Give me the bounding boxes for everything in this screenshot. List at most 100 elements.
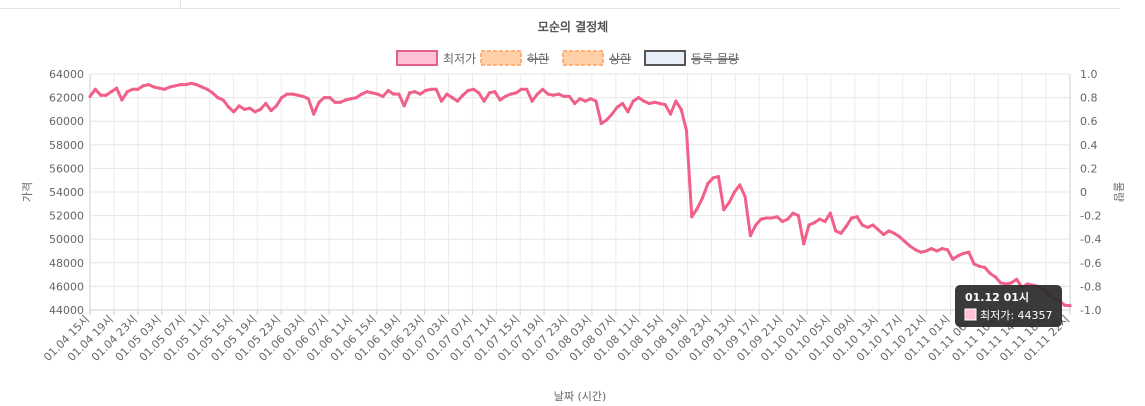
legend-item[interactable]: 최저가 [396, 50, 476, 66]
data-point[interactable] [104, 93, 108, 97]
data-point[interactable] [818, 217, 822, 221]
data-point[interactable] [200, 85, 204, 89]
data-point[interactable] [178, 83, 183, 87]
data-point[interactable] [115, 86, 119, 90]
top-tab[interactable] [0, 0, 181, 9]
data-point[interactable] [1063, 303, 1067, 307]
data-point[interactable] [684, 129, 689, 133]
data-point[interactable] [668, 112, 673, 116]
data-point[interactable] [162, 87, 167, 91]
data-point[interactable] [541, 87, 545, 91]
data-point[interactable] [642, 99, 646, 103]
legend-item[interactable]: 상한 [562, 50, 631, 66]
data-point[interactable] [306, 97, 310, 101]
data-point[interactable] [1025, 282, 1029, 286]
data-point[interactable] [881, 232, 886, 237]
legend-item[interactable]: 하한 [480, 50, 549, 66]
data-point[interactable] [844, 224, 848, 228]
data-point[interactable] [237, 104, 241, 108]
data-point[interactable] [945, 248, 950, 252]
data-point[interactable] [519, 87, 524, 91]
data-point[interactable] [621, 101, 625, 106]
data-point[interactable] [141, 84, 145, 88]
data-point[interactable] [802, 242, 806, 246]
data-point[interactable] [557, 92, 561, 96]
data-point[interactable] [983, 265, 987, 270]
data-point[interactable] [562, 94, 566, 99]
data-point[interactable] [743, 195, 747, 199]
data-point[interactable] [285, 92, 289, 96]
data-point[interactable] [919, 250, 923, 254]
data-point[interactable] [530, 99, 534, 103]
data-point[interactable] [903, 239, 907, 244]
data-point[interactable] [977, 264, 982, 268]
data-point[interactable] [450, 96, 454, 100]
data-point[interactable] [716, 175, 721, 179]
data-point[interactable] [429, 87, 433, 91]
data-point[interactable] [967, 250, 971, 254]
data-point[interactable] [700, 196, 705, 200]
data-point[interactable] [525, 87, 529, 91]
data-point[interactable] [626, 110, 630, 114]
data-point[interactable] [322, 96, 326, 100]
data-point[interactable] [157, 86, 161, 90]
data-point[interactable] [615, 105, 619, 109]
data-point[interactable] [834, 229, 838, 233]
data-point[interactable] [131, 87, 135, 91]
data-point[interactable] [216, 96, 220, 100]
data-point[interactable] [264, 101, 268, 106]
data-point[interactable] [253, 110, 257, 114]
data-point[interactable] [498, 98, 502, 102]
data-point[interactable] [605, 118, 609, 122]
data-point[interactable] [887, 229, 891, 233]
data-point[interactable] [850, 216, 854, 220]
data-point[interactable] [546, 92, 550, 96]
data-point[interactable] [988, 271, 992, 276]
data-point[interactable] [658, 101, 662, 106]
data-point[interactable] [993, 275, 998, 279]
data-point[interactable] [807, 223, 811, 227]
data-point[interactable] [258, 107, 263, 111]
data-point[interactable] [88, 94, 92, 99]
data-point[interactable] [274, 104, 279, 108]
data-point[interactable] [961, 251, 966, 255]
data-point[interactable] [711, 176, 715, 180]
data-point[interactable] [594, 99, 598, 103]
data-point[interactable] [695, 206, 699, 211]
data-point[interactable] [461, 93, 465, 97]
data-point[interactable] [897, 235, 902, 239]
data-point[interactable] [796, 214, 800, 218]
data-point[interactable] [770, 216, 774, 220]
data-point[interactable] [860, 223, 864, 227]
data-point[interactable] [892, 231, 896, 235]
data-point[interactable] [226, 105, 231, 109]
data-point[interactable] [477, 91, 481, 95]
data-point[interactable] [823, 219, 827, 224]
data-point[interactable] [391, 92, 396, 96]
data-point[interactable] [386, 88, 390, 93]
data-point[interactable] [360, 92, 364, 96]
data-point[interactable] [727, 201, 731, 205]
data-point[interactable] [610, 112, 614, 116]
data-point[interactable] [466, 88, 470, 93]
data-point[interactable] [775, 215, 779, 219]
data-point[interactable] [210, 91, 215, 95]
legend-item[interactable]: 등록 물량 [644, 50, 739, 66]
data-point[interactable] [445, 92, 449, 96]
data-point[interactable] [956, 254, 960, 258]
data-point[interactable] [109, 90, 113, 94]
data-point[interactable] [935, 249, 939, 253]
data-point[interactable] [514, 91, 518, 95]
data-point[interactable] [493, 90, 497, 94]
data-point[interactable] [509, 92, 513, 96]
data-point[interactable] [503, 94, 508, 99]
data-point[interactable] [354, 96, 358, 100]
data-point[interactable] [567, 94, 571, 99]
data-point[interactable] [599, 121, 603, 126]
data-point[interactable] [924, 249, 928, 253]
data-point[interactable] [296, 93, 300, 97]
data-point[interactable] [674, 99, 678, 103]
data-point[interactable] [1068, 304, 1072, 308]
data-point[interactable] [578, 97, 582, 101]
data-point[interactable] [876, 228, 880, 232]
